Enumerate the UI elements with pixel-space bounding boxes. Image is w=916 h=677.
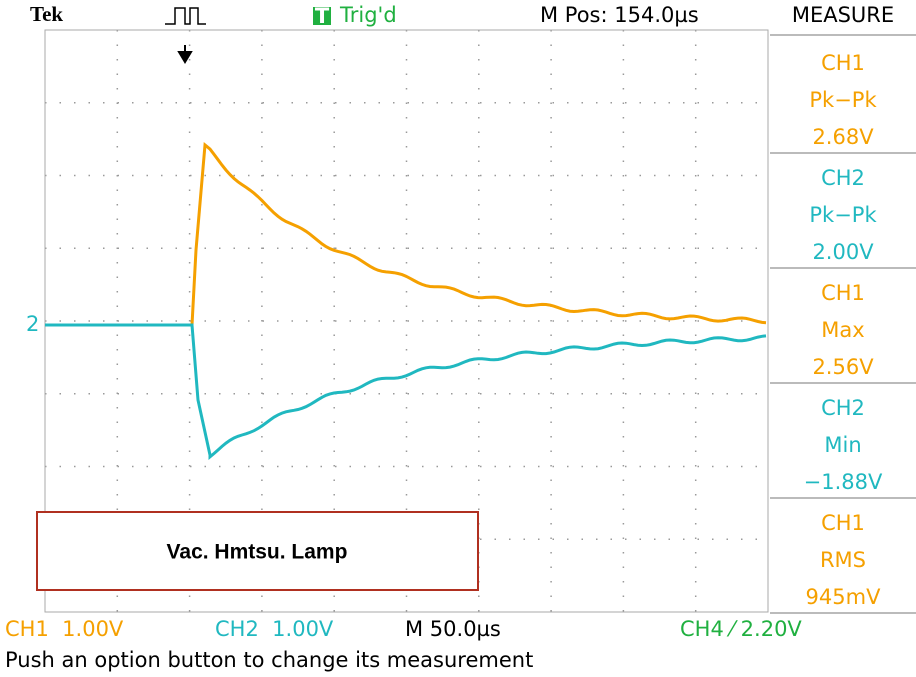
measure-source: CH2 (821, 166, 865, 190)
measure-value: −1.88V (804, 470, 883, 494)
trigger-badge-box (313, 7, 331, 25)
annotation-box (36, 511, 479, 591)
measure-value: 945mV (806, 585, 882, 609)
annotation: Vac. Hmtsu. Lamp (167, 541, 348, 564)
graticule (45, 30, 768, 612)
measure-source: CH2 (821, 396, 865, 420)
measure-title: MEASURE (792, 3, 894, 27)
display-border (44, 29, 769, 613)
measure-type: Max (821, 318, 864, 342)
measure-value: 2.00V (812, 240, 874, 264)
brand: Tek (30, 2, 63, 26)
ch2-scale: CH2 1.00V (215, 617, 334, 641)
trigger-status: Trig'd (339, 3, 397, 27)
measure-source: CH1 (821, 281, 865, 305)
measure-value: 2.68V (812, 125, 874, 149)
ch2-trace (45, 323, 767, 460)
timebase: M 50.0µs (405, 617, 501, 641)
measure-panel: CH1 Pk−Pk 2.68V CH2 Pk−Pk 2.00V CH1 Max 2.56V CH2… (770, 34, 916, 614)
ch1-trace (45, 142, 767, 327)
message: Push an option button to change its meas… (5, 648, 533, 672)
trigger-badge: T (315, 4, 330, 28)
measure-type: RMS (820, 548, 866, 572)
measure-type: Pk−Pk (809, 88, 877, 112)
measure-type: Min (824, 433, 861, 457)
trigger-icon (165, 7, 206, 25)
position: M Pos: 154.0µs (540, 3, 699, 27)
trigger-level: CH4 ⁄ 2.20V (680, 617, 802, 641)
ch1-scale: CH1 1.00V (5, 617, 124, 641)
measure-source: CH1 (821, 51, 865, 75)
channel-marker: 2 (26, 312, 39, 336)
measure-value: 2.56V (812, 355, 874, 379)
measure-source: CH1 (821, 511, 865, 535)
trigger-arrow (177, 45, 193, 64)
measure-type: Pk−Pk (809, 203, 877, 227)
